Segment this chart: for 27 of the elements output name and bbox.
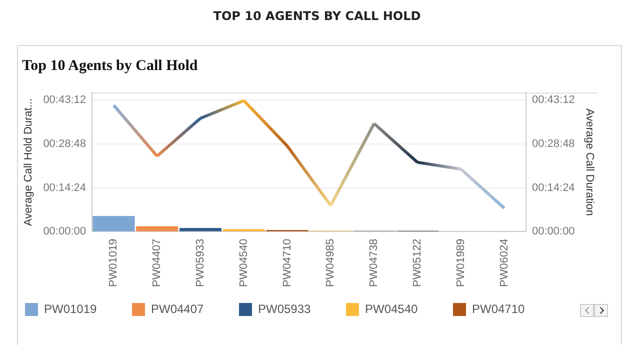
category-label: PW01019	[44, 302, 97, 316]
chart-subtitle: Top 10 Agents by Call Hold	[22, 58, 198, 75]
y2-tick-label: 00:00:00	[532, 226, 575, 238]
y2-tick-label: 00:43:12	[532, 94, 575, 106]
y-tick-label: 00:00:00	[43, 226, 86, 238]
y2-tick-label: 00:14:24	[532, 182, 575, 194]
x-tick-label: PW04710	[281, 238, 294, 288]
x-tick-label: PW01989	[454, 238, 467, 288]
category-label: PW04407	[151, 302, 204, 316]
y2-axis-title: Average Call Duration	[583, 108, 596, 216]
x-tick-label: PW04738	[368, 238, 380, 288]
x-tick-label: PW05122	[412, 238, 424, 288]
category-label: PW05933	[258, 302, 311, 316]
x-tick-label: PW04540	[238, 238, 250, 288]
y-tick-label: 00:43:12	[43, 94, 86, 106]
x-tick-label: PW04407	[151, 238, 164, 288]
y2-tick-label: 00:28:48	[532, 138, 575, 150]
x-tick-label: PW05933	[194, 238, 207, 288]
category-label: PW04540	[365, 302, 418, 316]
y-tick-label: 00:14:24	[43, 182, 86, 194]
category-label: PW04710	[472, 302, 525, 316]
y-tick-label: 00:28:48	[43, 138, 86, 150]
x-tick-label: PW06024	[498, 238, 510, 288]
chart-title: TOP 10 AGENTS BY CALL HOLD	[212, 9, 422, 23]
x-tick-label: PW04985	[324, 238, 337, 288]
x-tick-label: PW01019	[108, 238, 120, 288]
y-axis-title: Average Call Hold Durat...	[22, 98, 35, 226]
